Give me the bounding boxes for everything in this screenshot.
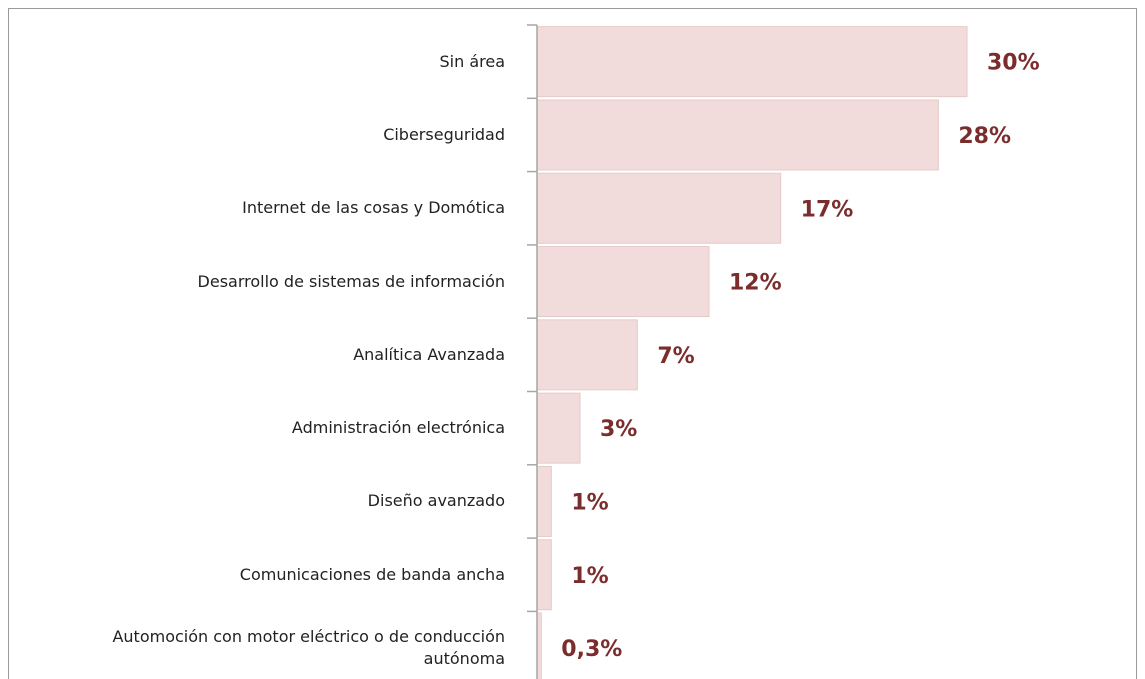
category-label: Desarrollo de sistemas de información (197, 271, 505, 291)
bar (536, 392, 581, 464)
data-label: 30% (987, 51, 1040, 76)
bar (536, 246, 710, 318)
data-label: 7% (657, 344, 694, 369)
bar (536, 319, 638, 391)
data-label: 17% (801, 197, 854, 222)
data-label: 0,3% (561, 637, 622, 662)
bar (536, 465, 552, 537)
data-label: 28% (958, 124, 1011, 149)
category-label: Automoción con motor eléctrico o de cond… (112, 627, 505, 669)
data-label: 1% (571, 490, 608, 515)
category-label: Diseño avanzado (367, 491, 505, 511)
data-label: 1% (571, 564, 608, 589)
category-label: Internet de las cosas y Domótica (242, 198, 505, 218)
category-label: Administración electrónica (291, 418, 505, 438)
frame (8, 8, 1137, 679)
bar (536, 539, 552, 611)
bar (536, 99, 939, 171)
category-label: Comunicaciones de banda ancha (239, 564, 505, 584)
bar (536, 26, 968, 98)
bar (536, 172, 782, 244)
data-label: 3% (600, 417, 637, 442)
category-label: Sin área (439, 51, 505, 71)
category-label: Analítica Avanzada (353, 344, 505, 364)
data-label: 12% (729, 271, 782, 296)
category-label: Ciberseguridad (383, 124, 505, 144)
